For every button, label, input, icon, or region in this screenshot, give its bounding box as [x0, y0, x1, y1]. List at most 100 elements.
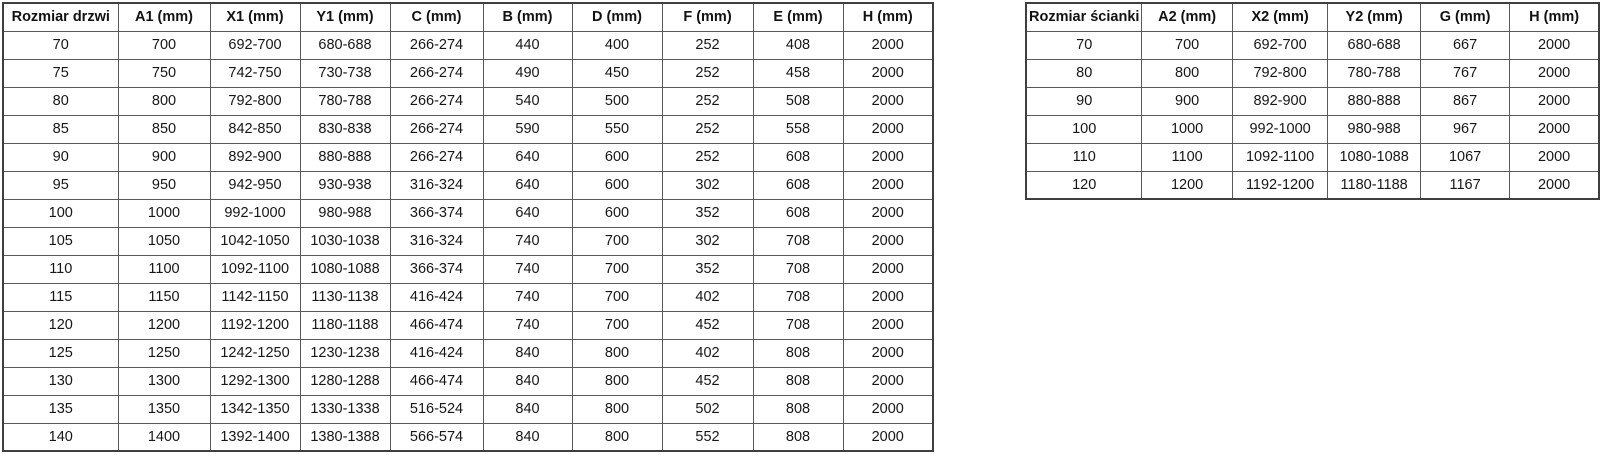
table-cell: 1192-1200 [209, 310, 301, 340]
table-cell: 840 [482, 394, 573, 424]
table-cell: 892-900 [209, 142, 301, 172]
table-cell: 1000 [117, 198, 211, 228]
table-cell: 252 [661, 114, 754, 144]
table-cell: 452 [661, 310, 754, 340]
table-cell: 840 [482, 422, 573, 452]
table-cell: 1380-1388 [299, 422, 391, 452]
table-cell: 700 [117, 30, 211, 60]
table-cell: 452 [661, 366, 754, 396]
table-cell: 1142-1150 [209, 282, 301, 312]
column-header: A2 (mm) [1141, 2, 1233, 32]
table-cell: 930-938 [299, 170, 391, 200]
table-cell: 740 [482, 254, 573, 284]
table-cell: 490 [482, 58, 573, 88]
table-cell: 2000 [1509, 58, 1600, 88]
column-header: H (mm) [1509, 2, 1600, 32]
column-header: A1 (mm) [117, 2, 211, 32]
table-cell: 880-888 [299, 142, 391, 172]
table-cell: 2000 [1509, 114, 1600, 144]
table-cell: 942-950 [209, 170, 301, 200]
table-cell: 266-274 [389, 142, 484, 172]
table-cell: 402 [661, 282, 754, 312]
table-cell: 692-700 [1231, 30, 1329, 60]
table-cell: 2000 [842, 254, 934, 284]
table-cell: 2000 [842, 170, 934, 200]
table-cell: 130 [2, 366, 119, 396]
table-cell: 640 [482, 170, 573, 200]
table-cell: 140 [2, 422, 119, 452]
table-cell: 266-274 [389, 114, 484, 144]
table-cell: 800 [571, 366, 663, 396]
table-row: 125 1250 1242-1250 1230-1238 416-424 840 800 40… [2, 338, 934, 368]
table-cell: 1400 [117, 422, 211, 452]
table-cell: 352 [661, 198, 754, 228]
table-cell: 980-988 [299, 198, 391, 228]
table-cell: 950 [117, 170, 211, 200]
table-cell: 2000 [842, 142, 934, 172]
table-cell: 70 [2, 30, 119, 60]
table-cell: 302 [661, 170, 754, 200]
column-header: X1 (mm) [209, 2, 301, 32]
table-cell: 700 [571, 282, 663, 312]
table-cell: 1092-1100 [1231, 142, 1329, 172]
table-cell: 2000 [842, 226, 934, 256]
table-cell: 500 [571, 86, 663, 116]
table-cell: 800 [571, 338, 663, 368]
table-row: 70 700 692-700 680-688 266-274 440 400 252 408 20… [2, 30, 934, 60]
table-cell: 640 [482, 198, 573, 228]
table-cell: 252 [661, 30, 754, 60]
table-cell: 767 [1419, 58, 1511, 88]
table-cell: 680-688 [299, 30, 391, 60]
table-cell: 316-324 [389, 226, 484, 256]
table-cell: 1100 [117, 254, 211, 284]
table-cell: 808 [752, 422, 844, 452]
table-cell: 110 [1025, 142, 1143, 172]
table-cell: 800 [1141, 58, 1233, 88]
table-cell: 1280-1288 [299, 366, 391, 396]
table-cell: 2000 [842, 310, 934, 340]
table-cell: 808 [752, 394, 844, 424]
table-cell: 558 [752, 114, 844, 144]
table-cell: 892-900 [1231, 86, 1329, 116]
table-cell: 2000 [842, 58, 934, 88]
table-cell: 2000 [842, 198, 934, 228]
table-cell: 1080-1088 [299, 254, 391, 284]
table-cell: 900 [1141, 86, 1233, 116]
table-cell: 2000 [842, 338, 934, 368]
table-cell: 100 [1025, 114, 1143, 144]
table-cell: 867 [1419, 86, 1511, 116]
table-cell: 266-274 [389, 58, 484, 88]
table-cell: 900 [117, 142, 211, 172]
table-cell: 125 [2, 338, 119, 368]
table-row: 95 950 942-950 930-938 316-324 640 600 302 608 20… [2, 170, 934, 200]
table-cell: 1200 [117, 310, 211, 340]
table-cell: 508 [752, 86, 844, 116]
table-cell: 266-274 [389, 86, 484, 116]
table-cell: 2000 [1509, 30, 1600, 60]
column-header: Y2 (mm) [1327, 2, 1421, 32]
column-header: Y1 (mm) [299, 2, 391, 32]
table-cell: 252 [661, 86, 754, 116]
table-row: 110 1100 1092-1100 1080-1088 1067 2000 [1025, 142, 1600, 172]
table-row: 90 900 892-900 880-888 266-274 640 600 252 608 20… [2, 142, 934, 172]
column-header: B (mm) [482, 2, 573, 32]
table-cell: 2000 [842, 86, 934, 116]
table-cell: 95 [2, 170, 119, 200]
wall-size-table-container: Rozmiar ścianki A2 (mm) X2 (mm) Y2 (mm) G (m… [1025, 2, 1600, 200]
table-cell: 1130-1138 [299, 282, 391, 312]
header-row: Rozmiar ścianki A2 (mm) X2 (mm) Y2 (mm) G (m… [1025, 2, 1600, 32]
table-cell: 302 [661, 226, 754, 256]
table-cell: 440 [482, 30, 573, 60]
table-cell: 600 [571, 170, 663, 200]
table-cell: 1230-1238 [299, 338, 391, 368]
table-cell: 80 [2, 86, 119, 116]
table-cell: 90 [1025, 86, 1143, 116]
wall-size-table: Rozmiar ścianki A2 (mm) X2 (mm) Y2 (mm) G (m… [1025, 2, 1600, 200]
table-cell: 840 [482, 338, 573, 368]
table-cell: 1392-1400 [209, 422, 301, 452]
table-cell: 105 [2, 226, 119, 256]
table-cell: 800 [117, 86, 211, 116]
column-header: E (mm) [752, 2, 844, 32]
table-cell: 2000 [842, 394, 934, 424]
table-cell: 708 [752, 310, 844, 340]
